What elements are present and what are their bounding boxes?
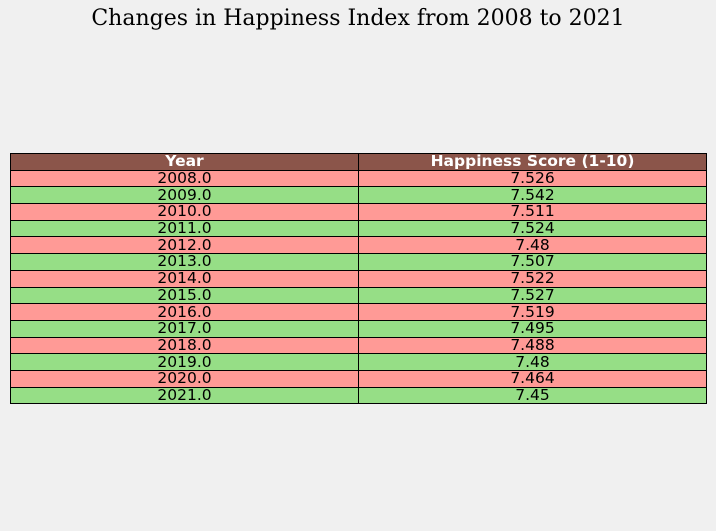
cell-year: 2019.0 — [10, 353, 359, 371]
table-row: 2014.0 7.522 — [10, 269, 707, 288]
table-row: 2015.0 7.527 — [10, 286, 707, 305]
cell-happiness-score: 7.464 — [358, 369, 707, 388]
header-happiness-score: Happiness Score (1-10) — [358, 153, 707, 171]
table-row: 2019.0 7.48 — [10, 353, 707, 371]
header-year: Year — [10, 153, 359, 171]
cell-year: 2020.0 — [10, 369, 359, 388]
cell-year: 2011.0 — [10, 219, 359, 238]
cell-year: 2021.0 — [10, 386, 359, 405]
cell-year: 2018.0 — [10, 336, 359, 355]
cell-happiness-score: 7.522 — [358, 269, 707, 288]
cell-year: 2009.0 — [10, 186, 359, 205]
cell-year: 2012.0 — [10, 236, 359, 255]
table-row: 2010.0 7.511 — [10, 203, 707, 221]
table-body: 2008.0 7.526 2009.0 7.542 2010.0 7.511 2011.0 7… — [10, 169, 707, 405]
cell-happiness-score: 7.511 — [358, 203, 707, 221]
chart-title: Changes in Happiness Index from 2008 to … — [91, 6, 625, 31]
cell-year: 2016.0 — [10, 303, 359, 321]
table-row: 2011.0 7.524 — [10, 219, 707, 238]
table-row: 2020.0 7.464 — [10, 369, 707, 388]
cell-happiness-score: 7.526 — [358, 169, 707, 188]
table-row: 2009.0 7.542 — [10, 186, 707, 205]
cell-happiness-score: 7.48 — [358, 353, 707, 371]
cell-happiness-score: 7.507 — [358, 253, 707, 271]
cell-year: 2015.0 — [10, 286, 359, 305]
table-header-row: Year Happiness Score (1-10) — [10, 153, 707, 171]
cell-happiness-score: 7.48 — [358, 236, 707, 255]
cell-happiness-score: 7.45 — [358, 386, 707, 405]
cell-happiness-score: 7.488 — [358, 336, 707, 355]
table-row: 2016.0 7.519 — [10, 303, 707, 321]
table-row: 2013.0 7.507 — [10, 253, 707, 271]
table-row: 2012.0 7.48 — [10, 236, 707, 255]
cell-year: 2017.0 — [10, 319, 359, 338]
cell-year: 2013.0 — [10, 253, 359, 271]
cell-year: 2010.0 — [10, 203, 359, 221]
happiness-table: Year Happiness Score (1-10) 2008.0 7.526 2… — [10, 153, 707, 405]
cell-year: 2014.0 — [10, 269, 359, 288]
cell-happiness-score: 7.524 — [358, 219, 707, 238]
cell-happiness-score: 7.495 — [358, 319, 707, 338]
table-row: 2021.0 7.45 — [10, 386, 707, 405]
table-row: 2018.0 7.488 — [10, 336, 707, 355]
table-row: 2017.0 7.495 — [10, 319, 707, 338]
table-row: 2008.0 7.526 — [10, 169, 707, 188]
cell-happiness-score: 7.527 — [358, 286, 707, 305]
cell-happiness-score: 7.519 — [358, 303, 707, 321]
cell-happiness-score: 7.542 — [358, 186, 707, 205]
cell-year: 2008.0 — [10, 169, 359, 188]
